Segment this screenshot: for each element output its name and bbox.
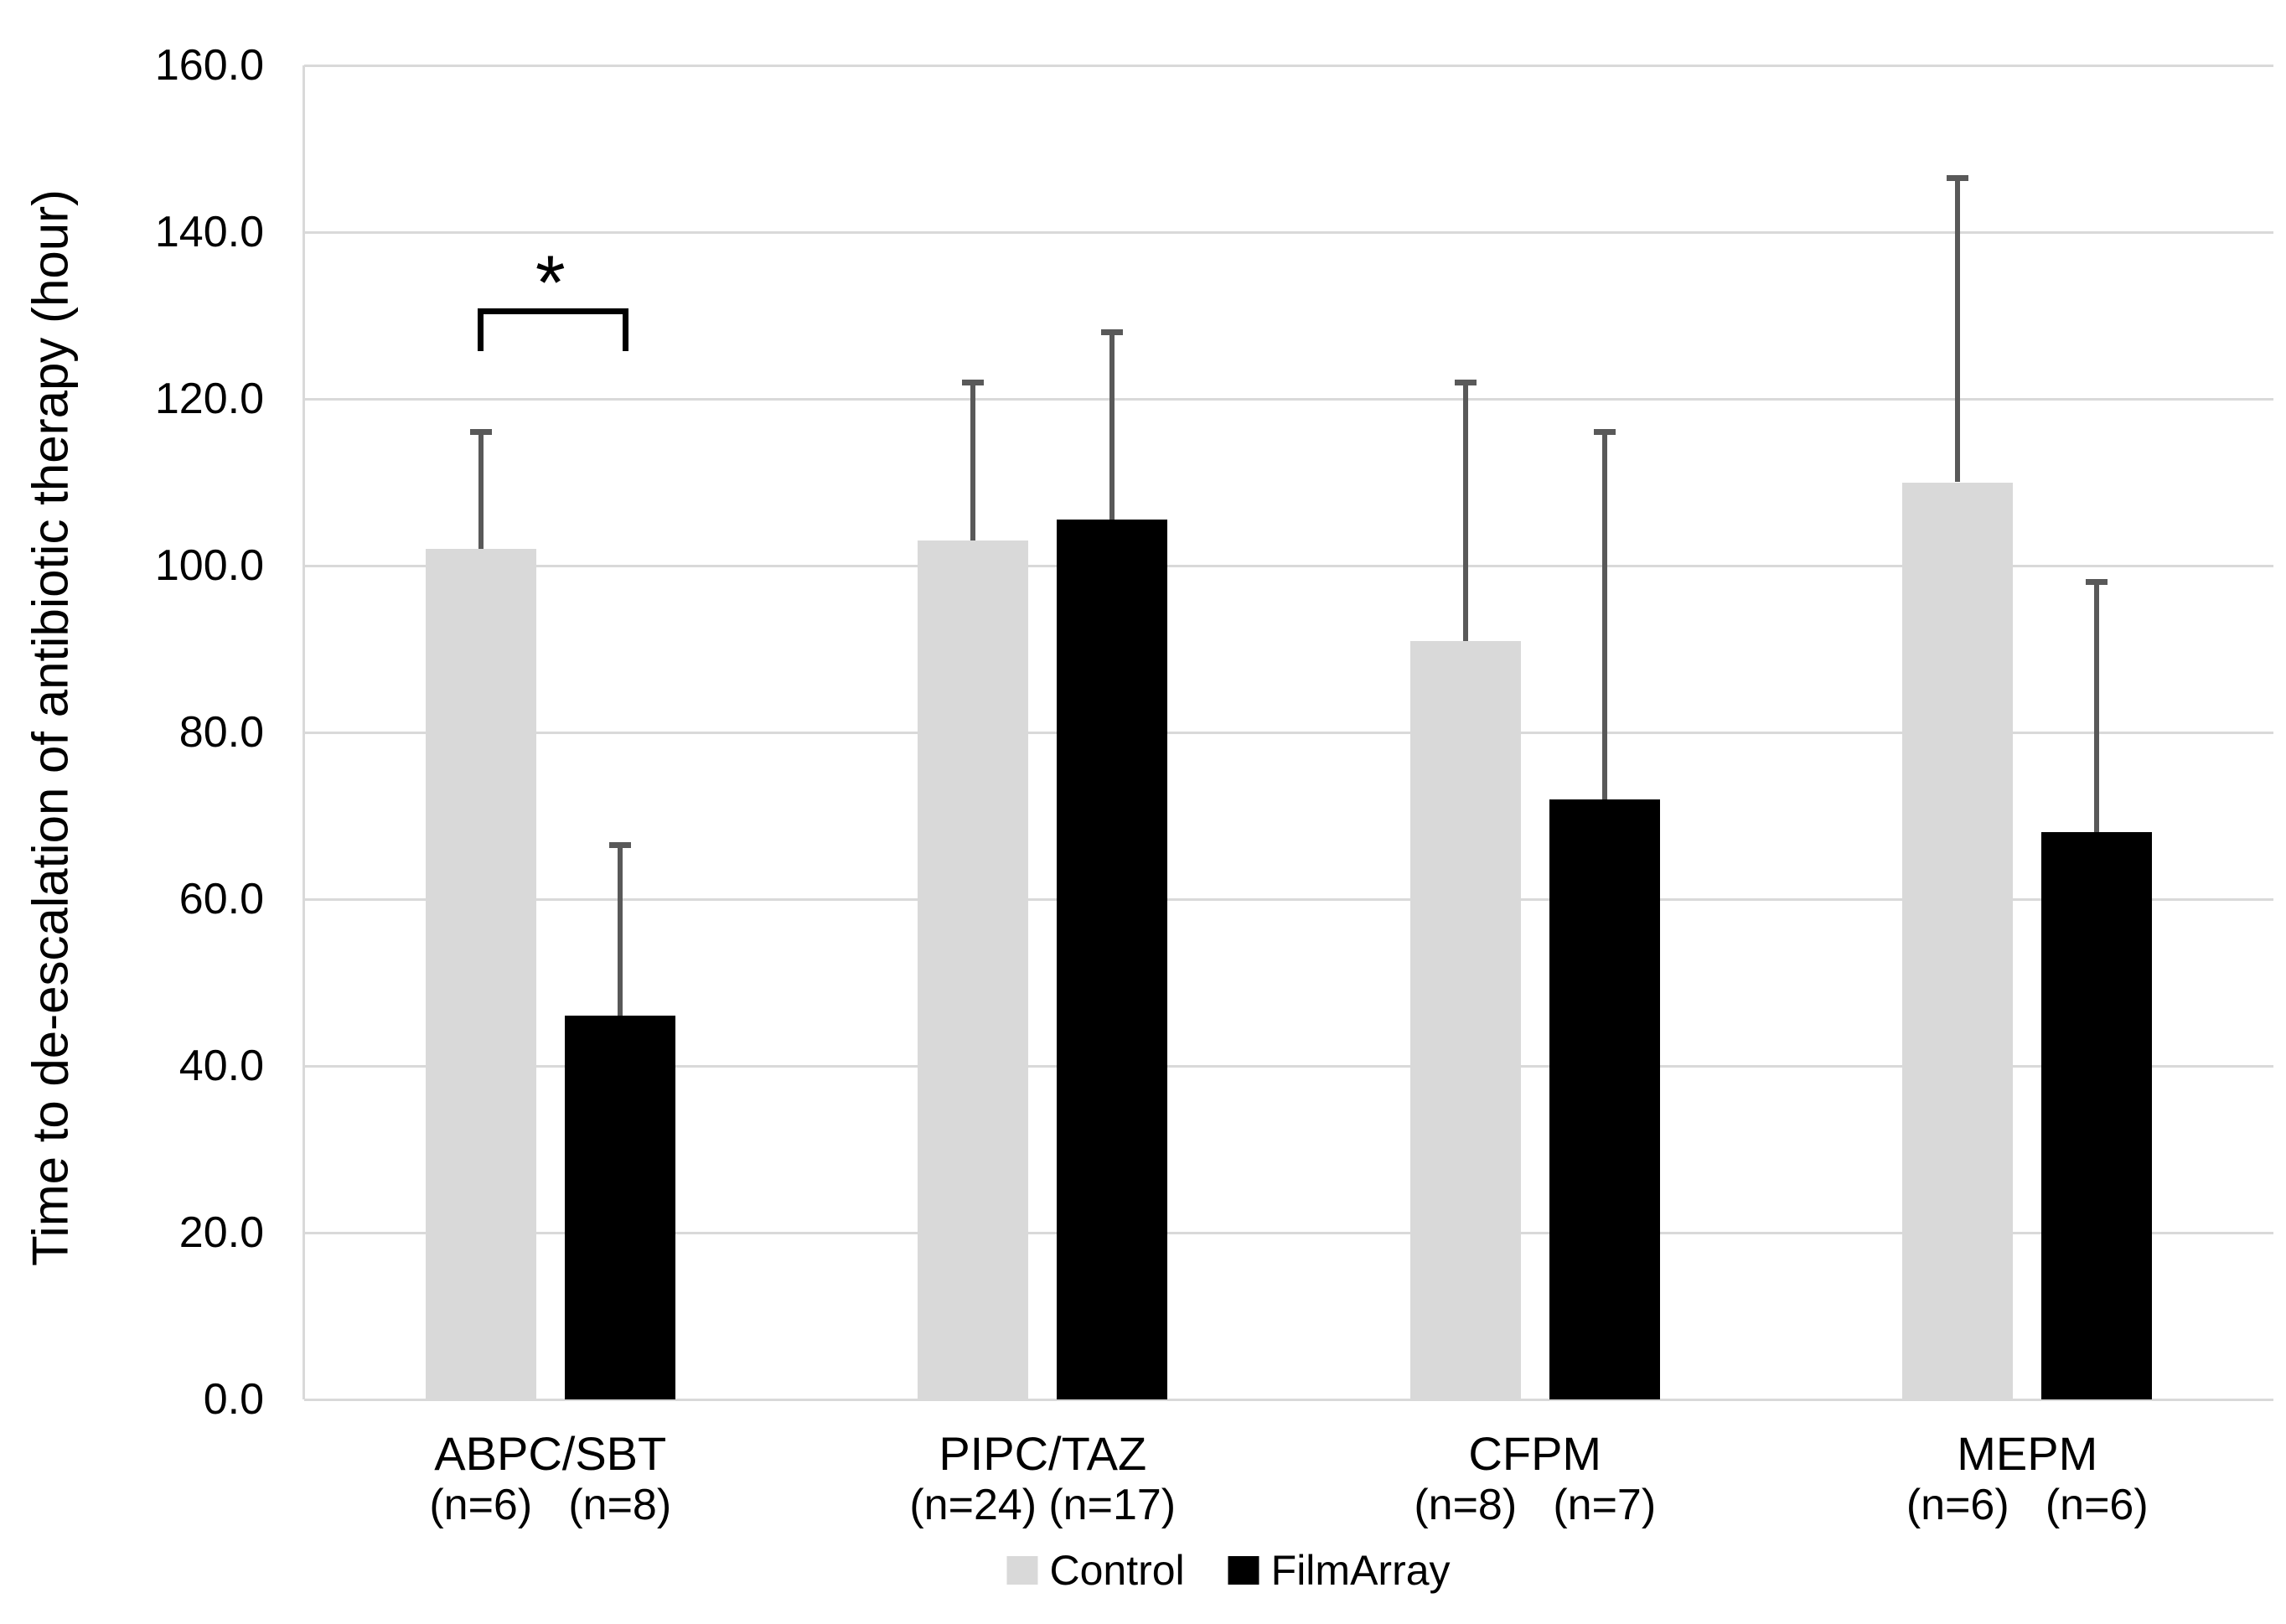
y-tick-label: 140.0 — [154, 208, 264, 256]
legend-label: FilmArray — [1270, 1547, 1451, 1594]
category-n-label: (n=6) — [429, 1481, 533, 1529]
category-n-label: (n=24) — [909, 1481, 1037, 1529]
category-label: PIPC/TAZ — [939, 1427, 1147, 1480]
category-n-label: (n=6) — [1906, 1481, 2009, 1529]
error-bar-stem — [1601, 432, 1607, 799]
error-bar-cap — [1454, 379, 1477, 385]
category-n-label: (n=7) — [1553, 1481, 1657, 1529]
legend-swatch-filmarray — [1228, 1556, 1259, 1585]
gridline — [304, 1231, 2273, 1234]
error-bar-cap — [608, 841, 631, 848]
y-axis-line — [303, 65, 305, 1399]
significance-asterisk: * — [535, 240, 566, 326]
error-bar-cap — [962, 379, 985, 385]
bar-control — [1409, 640, 1521, 1399]
legend-label: Control — [1049, 1547, 1185, 1594]
gridline — [304, 397, 2273, 401]
category-label: MEPM — [1957, 1427, 2098, 1480]
y-tick-label: 80.0 — [178, 708, 264, 757]
y-tick-label: 120.0 — [154, 375, 264, 423]
error-bar-stem — [1462, 382, 1468, 641]
bar-control — [918, 540, 1029, 1399]
error-bar-cap — [2086, 579, 2108, 586]
y-tick-label: 60.0 — [178, 875, 264, 923]
category-n-label: (n=8) — [568, 1481, 672, 1529]
category-label: CFPM — [1468, 1427, 1602, 1480]
error-bar-stem — [617, 845, 623, 1016]
bar-filmarray — [564, 1016, 675, 1399]
legend-swatch-control — [1006, 1556, 1038, 1585]
legend: Control FilmArray — [1006, 1546, 1451, 1595]
error-bar-stem — [970, 382, 976, 541]
y-tick-label: 40.0 — [178, 1042, 264, 1090]
bar-filmarray — [2041, 832, 2153, 1399]
bar-filmarray — [1057, 520, 1168, 1399]
gridline — [304, 1064, 2273, 1068]
gridline — [304, 64, 2273, 67]
error-bar-cap — [469, 429, 492, 436]
gridline — [304, 230, 2273, 234]
error-bar-stem — [1955, 178, 1961, 483]
y-tick-label: 0.0 — [203, 1375, 264, 1424]
gridline — [304, 564, 2273, 567]
category-n-label: (n=8) — [1414, 1481, 1518, 1529]
error-bar-cap — [1593, 429, 1616, 436]
y-tick-label: 100.0 — [154, 541, 264, 590]
gridline — [304, 1398, 2273, 1401]
y-tick-label: 20.0 — [178, 1208, 264, 1257]
error-bar-stem — [1109, 332, 1115, 520]
category-label: ABPC/SBT — [434, 1427, 667, 1480]
bar-control — [1902, 482, 2014, 1399]
legend-item-control: Control — [1006, 1546, 1185, 1595]
error-bar-cap — [1947, 174, 1969, 181]
bar-control — [425, 549, 536, 1399]
gridline — [304, 731, 2273, 734]
gridline — [304, 897, 2273, 901]
bar-filmarray — [1549, 799, 1660, 1399]
error-bar-cap — [1101, 328, 1124, 335]
legend-item-filmarray: FilmArray — [1228, 1546, 1451, 1595]
significance-bracket — [478, 308, 629, 351]
y-tick-label: 160.0 — [154, 41, 264, 90]
category-n-label: (n=17) — [1048, 1481, 1177, 1529]
category-n-label: (n=6) — [2045, 1481, 2149, 1529]
error-bar-stem — [478, 432, 484, 550]
error-bar-stem — [2094, 582, 2100, 833]
